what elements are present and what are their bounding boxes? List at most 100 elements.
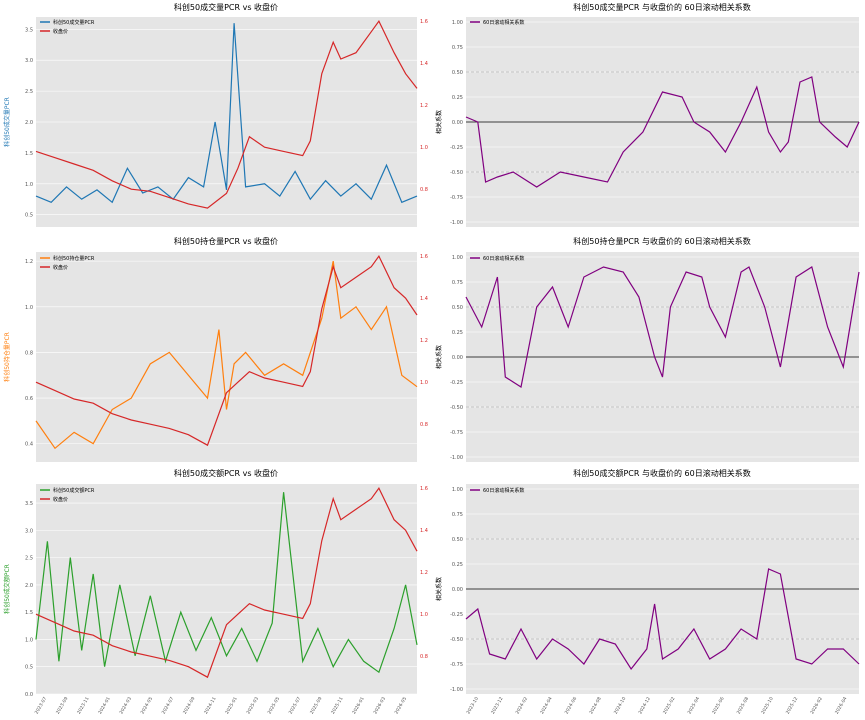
series-line-pcr_oi <box>35 260 418 450</box>
y2-tick-label: 1.2 <box>420 338 428 344</box>
series-line-close <box>35 20 418 209</box>
y-tick-label: 0.25 <box>452 95 463 101</box>
y-tick-label: 0.00 <box>452 587 463 593</box>
y-axis-label: 科创50持仓量PCR <box>3 332 11 382</box>
panel-amount-pcr: 科创50成交额PCR vs 收盘价 科创50成交额PCR 0.0 0.5 1.0 1.… <box>3 468 428 715</box>
y-tick-label: -0.50 <box>450 405 463 411</box>
y-tick-label: 1.5 <box>25 610 33 616</box>
y-tick-label: 2.0 <box>25 120 33 126</box>
y-tick-label: 0.50 <box>452 305 463 311</box>
y-tick-label: 0.5 <box>25 213 33 219</box>
y-tick-label: -0.75 <box>450 430 463 436</box>
panel-oi-corr: 科创50持仓量PCR 与收盘价的 60日滚动相关系数 相关系数 -1.00 -0.… <box>435 236 860 462</box>
y-tick-label: 0.8 <box>25 350 33 356</box>
y2-tick-label: 1.2 <box>420 103 428 109</box>
y-tick-label: 2.5 <box>25 556 33 562</box>
y-tick-label: 2.0 <box>25 583 33 589</box>
chart-title: 科创50成交额PCR 与收盘价的 60日滚动相关系数 <box>573 468 750 478</box>
legend-label-corr: 60日滚动相关系数 <box>483 487 524 494</box>
axes-background <box>36 252 417 462</box>
y-tick-label: 1.00 <box>452 255 463 261</box>
y-tick-label: 0.6 <box>25 396 33 402</box>
y-tick-label: 0.00 <box>452 120 463 126</box>
y-axis-label: 科创50成交额PCR <box>3 564 11 614</box>
y-tick-label: 3.0 <box>25 58 33 64</box>
chart-title: 科创50持仓量PCR 与收盘价的 60日滚动相关系数 <box>573 236 750 246</box>
y-tick-label: -1.00 <box>450 687 463 693</box>
y-tick-label: 0.4 <box>25 442 33 448</box>
legend-label-corr: 60日滚动相关系数 <box>483 255 524 262</box>
panel-amount-corr: 科创50成交额PCR 与收盘价的 60日滚动相关系数 相关系数 -1.00 -0.… <box>435 468 860 715</box>
y-tick-label: 1.0 <box>25 637 33 643</box>
y-axis-label: 科创50成交量PCR <box>3 97 11 147</box>
y-tick-label: 3.0 <box>25 528 33 534</box>
legend-label-corr: 60日滚动相关系数 <box>483 19 524 26</box>
y-tick-label: -0.25 <box>450 612 463 618</box>
y2-tick-label: 0.8 <box>420 422 428 428</box>
legend-label-close: 收盘价 <box>53 28 68 35</box>
legend-label-pcr: 科创50成交额PCR <box>53 487 95 494</box>
series-line-pcr_volume <box>35 23 418 204</box>
y-tick-label: 0.00 <box>452 355 463 361</box>
y-tick-label: 1.5 <box>25 151 33 157</box>
chart-title: 科创50持仓量PCR vs 收盘价 <box>174 236 278 246</box>
legend-label-close: 收盘价 <box>53 496 68 503</box>
y2-tick-label: 1.0 <box>420 380 428 386</box>
y-tick-label: 3.5 <box>25 501 33 507</box>
y-tick-label: 1.0 <box>25 305 33 311</box>
panel-oi-pcr: 科创50持仓量PCR vs 收盘价 科创50持仓量PCR 0.4 0.6 0.8 1.… <box>3 236 428 462</box>
panel-volume-pcr: 科创50成交量PCR vs 收盘价 科创50成交量PCR 0.5 1.0 1.5 2.… <box>3 2 428 227</box>
y-tick-label: -0.75 <box>450 662 463 668</box>
y-tick-label: -0.50 <box>450 637 463 643</box>
y-tick-label: 0.0 <box>25 692 33 698</box>
axes-background <box>36 484 417 694</box>
y-tick-label: -0.25 <box>450 380 463 386</box>
chart-title: 科创50成交额PCR vs 收盘价 <box>174 468 278 478</box>
series-line-corr <box>465 76 860 188</box>
y-tick-label: 1.2 <box>25 259 33 265</box>
chart-title: 科创50成交量PCR 与收盘价的 60日滚动相关系数 <box>573 2 750 12</box>
series-line-corr <box>465 266 860 388</box>
series-line-corr <box>465 568 860 671</box>
chart-title: 科创50成交量PCR vs 收盘价 <box>174 2 278 12</box>
y-axis-label: 相关系数 <box>435 345 443 369</box>
panel-volume-corr: 科创50成交量PCR 与收盘价的 60日滚动相关系数 相关系数 -1.00 -0.… <box>435 2 860 227</box>
y-tick-label: -1.00 <box>450 220 463 226</box>
y2-tick-label: 1.6 <box>420 19 428 25</box>
y-tick-label: 0.5 <box>25 665 33 671</box>
y2-tick-label: 0.8 <box>420 654 428 660</box>
y-tick-label: 0.50 <box>452 537 463 543</box>
y-tick-label: 0.75 <box>452 280 463 286</box>
y2-tick-label: 1.4 <box>420 296 428 302</box>
y2-tick-label: 0.8 <box>420 187 428 193</box>
y2-tick-label: 1.0 <box>420 145 428 151</box>
series-line-close <box>35 255 418 447</box>
y2-tick-label: 1.6 <box>420 486 428 492</box>
y2-tick-label: 1.4 <box>420 528 428 534</box>
series-line-pcr_amount <box>35 492 418 674</box>
y-tick-label: 0.25 <box>452 330 463 336</box>
y-tick-label: 2.5 <box>25 89 33 95</box>
y2-tick-label: 1.0 <box>420 612 428 618</box>
y-axis-label: 相关系数 <box>435 577 443 601</box>
y-tick-label: 1.0 <box>25 182 33 188</box>
legend-label-pcr: 科创50成交量PCR <box>53 19 95 26</box>
y-tick-label: -1.00 <box>450 455 463 461</box>
y-axis-label: 相关系数 <box>435 110 443 134</box>
y-tick-label: -0.25 <box>450 145 463 151</box>
y2-tick-label: 1.2 <box>420 570 428 576</box>
legend-label-close: 收盘价 <box>53 264 68 271</box>
y-tick-label: 0.75 <box>452 45 463 51</box>
y-tick-label: 1.00 <box>452 20 463 26</box>
y2-tick-label: 1.4 <box>420 61 428 67</box>
y-tick-label: 0.25 <box>452 562 463 568</box>
series-line-close <box>35 487 418 679</box>
y-tick-label: -0.75 <box>450 195 463 201</box>
y-tick-label: -0.50 <box>450 170 463 176</box>
y-tick-label: 1.00 <box>452 487 463 493</box>
y-tick-label: 3.5 <box>25 27 33 33</box>
y-tick-label: 0.75 <box>452 512 463 518</box>
legend-label-pcr: 科创50持仓量PCR <box>53 255 95 262</box>
y-tick-label: 0.50 <box>452 70 463 76</box>
